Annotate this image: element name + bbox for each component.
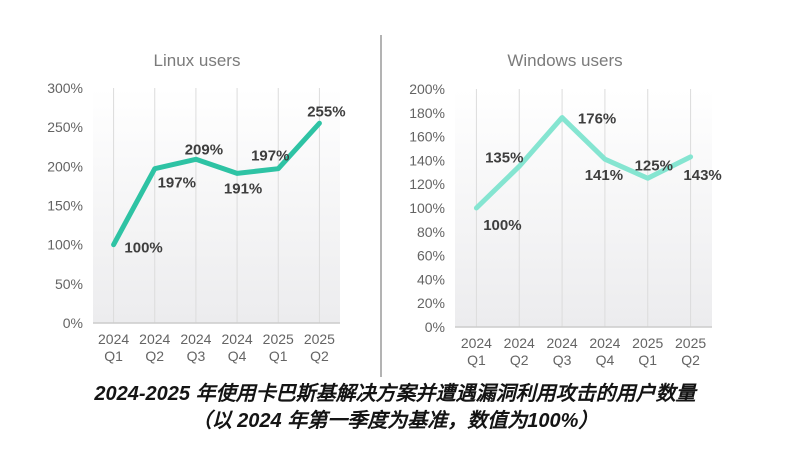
x-tick-label: 2025 Q1 bbox=[263, 331, 294, 364]
x-tick-label: 2024 Q2 bbox=[504, 335, 535, 368]
y-tick-label: 40% bbox=[417, 271, 445, 287]
data-label: 143% bbox=[683, 167, 721, 184]
data-label: 191% bbox=[224, 180, 262, 197]
data-label: 209% bbox=[185, 141, 223, 158]
y-tick-label: 200% bbox=[409, 81, 445, 97]
data-label: 100% bbox=[124, 240, 162, 257]
y-tick-label: 0% bbox=[425, 319, 445, 335]
y-tick-label: 250% bbox=[47, 119, 83, 135]
linux-users-chart: Linux users 0% 50% 100% 150% 200% 250% 300% 2024… bbox=[47, 51, 345, 364]
x-tick-label: 2024 Q2 bbox=[139, 331, 170, 364]
caption-line-2: （以 2024 年第一季度为基准，数值为100%） bbox=[191, 410, 599, 432]
y-tick-label: 100% bbox=[47, 237, 83, 253]
data-label: 197% bbox=[251, 148, 289, 165]
y-tick-label: 100% bbox=[409, 200, 445, 216]
plot-area bbox=[455, 89, 712, 327]
x-tick-label: 2025 Q1 bbox=[632, 335, 663, 368]
chart-title: Windows users bbox=[507, 51, 622, 70]
data-label: 141% bbox=[585, 167, 623, 184]
x-tick-label: 2024 Q1 bbox=[461, 335, 492, 368]
x-tick-label: 2025 Q2 bbox=[675, 335, 706, 368]
data-label: 100% bbox=[483, 217, 521, 234]
x-tick-label: 2024 Q4 bbox=[222, 331, 253, 364]
x-tick-label: 2024 Q3 bbox=[180, 331, 211, 364]
y-tick-label: 0% bbox=[63, 315, 83, 331]
series-line bbox=[111, 120, 322, 248]
y-tick-label: 50% bbox=[55, 276, 83, 292]
y-tick-label: 160% bbox=[409, 129, 445, 145]
chart-title: Linux users bbox=[154, 51, 241, 70]
x-tick-label: 2025 Q2 bbox=[304, 331, 335, 364]
caption-line-1: 2024-2025 年使用卡巴斯基解决方案并遭遇漏洞利用攻击的用户数量 bbox=[94, 383, 696, 405]
y-tick-label: 20% bbox=[417, 295, 445, 311]
data-label: 135% bbox=[485, 149, 523, 166]
x-tick-label: 2024 Q3 bbox=[547, 335, 578, 368]
y-tick-label: 300% bbox=[47, 80, 83, 96]
y-tick-label: 120% bbox=[409, 176, 445, 192]
y-tick-label: 180% bbox=[409, 105, 445, 121]
plot-area bbox=[93, 88, 340, 323]
x-tick-label: 2024 Q1 bbox=[98, 331, 129, 364]
y-tick-label: 80% bbox=[417, 224, 445, 240]
y-tick-label: 150% bbox=[47, 198, 83, 214]
data-label: 125% bbox=[635, 157, 673, 174]
series-line bbox=[473, 115, 694, 211]
data-label: 197% bbox=[158, 175, 196, 192]
data-label: 255% bbox=[307, 103, 345, 120]
y-tick-label: 140% bbox=[409, 152, 445, 168]
vertical-divider bbox=[380, 35, 382, 377]
x-tick-label: 2024 Q4 bbox=[589, 335, 620, 368]
y-tick-label: 60% bbox=[417, 248, 445, 264]
windows-users-chart: Windows users 0% 20% 40% 60% 80% 100% 120% 140% 1… bbox=[409, 51, 722, 368]
data-label: 176% bbox=[578, 111, 616, 128]
y-tick-label: 200% bbox=[47, 158, 83, 174]
figure-caption: 2024-2025 年使用卡巴斯基解决方案并遭遇漏洞利用攻击的用户数量 （以 2… bbox=[0, 381, 790, 435]
